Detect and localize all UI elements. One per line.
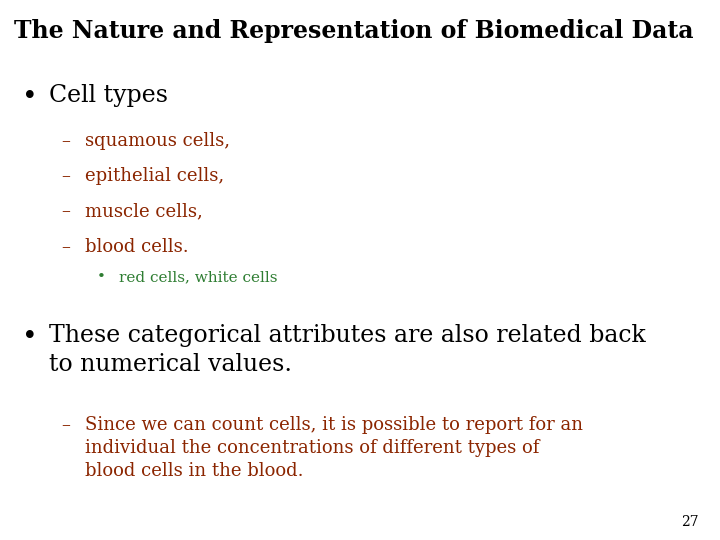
- Text: The Nature and Representation of Biomedical Data: The Nature and Representation of Biomedi…: [14, 19, 694, 43]
- Text: –: –: [61, 416, 70, 434]
- Text: muscle cells,: muscle cells,: [85, 202, 203, 220]
- Text: These categorical attributes are also related back
to numerical values.: These categorical attributes are also re…: [49, 324, 646, 376]
- Text: •: •: [22, 324, 37, 349]
- Text: –: –: [61, 202, 70, 220]
- Text: Cell types: Cell types: [49, 84, 168, 107]
- Text: –: –: [61, 238, 70, 255]
- Text: blood cells.: blood cells.: [85, 238, 189, 255]
- Text: red cells, white cells: red cells, white cells: [119, 270, 277, 284]
- Text: –: –: [61, 167, 70, 185]
- Text: epithelial cells,: epithelial cells,: [85, 167, 224, 185]
- Text: squamous cells,: squamous cells,: [85, 132, 230, 150]
- Text: Since we can count cells, it is possible to report for an
individual the concent: Since we can count cells, it is possible…: [85, 416, 583, 480]
- Text: •: •: [97, 270, 106, 284]
- Text: –: –: [61, 132, 70, 150]
- Text: •: •: [22, 84, 37, 109]
- Text: 27: 27: [681, 515, 698, 529]
